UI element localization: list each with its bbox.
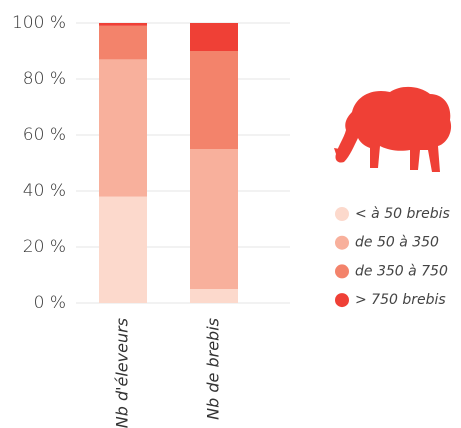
bar-segment	[190, 23, 238, 51]
legend-marker	[335, 264, 349, 278]
x-tick-label: Nb de brebis	[204, 318, 223, 420]
x-tick-label: Nb d'éleveurs	[113, 318, 132, 428]
chart: 0 % 20 % 40 % 60 % 80 % 100 % Nb d'éleveurs Nb …	[0, 0, 461, 428]
bar-segment	[99, 26, 147, 60]
legend-marker	[335, 293, 349, 307]
legend-label: > 750 brebis	[355, 292, 446, 308]
bar-segment	[99, 197, 147, 303]
legend-marker	[335, 207, 349, 221]
sheep-icon	[334, 87, 451, 172]
y-tick-label: 40 %	[23, 181, 66, 201]
y-tick-label: 80 %	[23, 69, 66, 89]
y-tick-label: 20 %	[23, 237, 66, 257]
bar-segment	[190, 289, 238, 303]
bar-segment	[99, 23, 147, 26]
legend-label: < à 50 brebis	[355, 206, 450, 222]
bar-segment	[99, 59, 147, 196]
legend-marker	[335, 236, 349, 250]
y-tick-label: 0 %	[34, 293, 66, 313]
bar-segment	[190, 149, 238, 289]
bar-segment	[190, 51, 238, 149]
legend-label: de 50 à 350	[355, 235, 439, 251]
legend-label: de 350 à 750	[355, 263, 448, 279]
y-tick-label: 100 %	[12, 13, 66, 33]
y-tick-label: 60 %	[23, 125, 66, 145]
